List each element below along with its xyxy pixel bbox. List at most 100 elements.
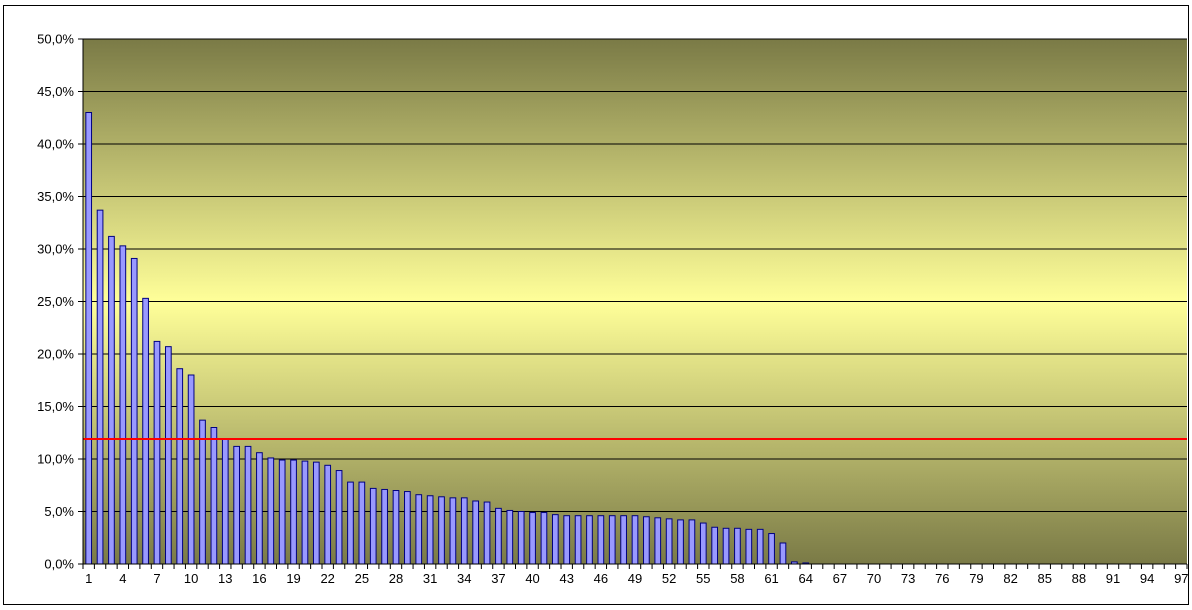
x-tick-label: 91 (1106, 571, 1120, 586)
bar (688, 519, 696, 565)
bar (677, 519, 684, 565)
bar (233, 445, 240, 565)
bar (415, 494, 423, 565)
x-tick-label: 34 (457, 571, 471, 586)
y-tick-label: 50,0% (37, 32, 74, 47)
x-tick-label: 49 (628, 571, 642, 586)
bar (551, 514, 559, 565)
bar (381, 488, 388, 565)
bar (779, 542, 787, 565)
bar (108, 235, 115, 565)
x-tick-label: 52 (662, 571, 676, 586)
y-tick-label: 10,0% (37, 452, 74, 467)
bar (335, 470, 343, 565)
y-tick-labels: 0,0% 5,0% 10,0% 15,0% 20,0% 25,0% 30,0% 35,0% 40… (37, 32, 74, 572)
x-tick-label: 82 (1003, 571, 1017, 586)
bar (699, 522, 707, 565)
bar (608, 515, 616, 565)
bar (768, 533, 775, 565)
y-tick-label: 5,0% (44, 504, 74, 519)
x-tick-label: 70 (867, 571, 881, 586)
bar (460, 497, 468, 565)
x-tick-label: 97 (1174, 571, 1188, 586)
bar (244, 445, 252, 565)
bar (631, 515, 639, 565)
x-tick-label: 13 (218, 571, 232, 586)
bar (301, 460, 309, 565)
bar (540, 512, 548, 565)
bar (643, 516, 650, 565)
x-tick-label: 19 (286, 571, 300, 586)
y-tick-label: 35,0% (37, 189, 74, 204)
bar (495, 507, 502, 565)
bar (130, 257, 138, 565)
y-tick-label: 20,0% (37, 347, 74, 362)
bar (369, 487, 377, 565)
y-tick-label: 15,0% (37, 399, 74, 414)
bar (256, 452, 263, 565)
y-tick-label: 30,0% (37, 242, 74, 257)
x-tick-label: 46 (594, 571, 608, 586)
axes (78, 38, 1188, 569)
x-tick-label: 55 (696, 571, 710, 586)
bar (392, 490, 400, 565)
bar (517, 511, 525, 565)
bar (472, 500, 480, 565)
bar (165, 346, 172, 565)
bar (199, 419, 206, 565)
bar (734, 527, 741, 565)
x-tick-label: 4 (119, 571, 126, 586)
x-tick-label: 73 (901, 571, 915, 586)
bar (278, 459, 286, 565)
x-tick-label: 79 (969, 571, 983, 586)
x-tick-label: 16 (252, 571, 266, 586)
x-tick-label: 43 (559, 571, 573, 586)
bar (267, 457, 275, 565)
bar (187, 374, 195, 565)
x-tick-label: 10 (184, 571, 198, 586)
bar (654, 517, 662, 565)
x-tick-label: 58 (730, 571, 744, 586)
x-tick-label: 67 (833, 571, 847, 586)
bar (483, 501, 491, 565)
bar (756, 528, 764, 565)
chart-frame: 0,0% 5,0% 10,0% 15,0% 20,0% 25,0% 30,0% 35,0% 40… (3, 5, 1189, 605)
x-tick-label: 76 (935, 571, 949, 586)
bar (290, 459, 297, 565)
bar (586, 515, 593, 565)
x-tick-label: 85 (1037, 571, 1051, 586)
bar (438, 496, 445, 565)
bar (210, 427, 218, 565)
bar (221, 438, 229, 565)
bar (153, 340, 161, 565)
bar (176, 368, 184, 565)
x-tick-label: 61 (764, 571, 778, 586)
bar (665, 518, 673, 565)
x-tick-label: 40 (525, 571, 539, 586)
bar (404, 491, 411, 565)
x-tick-label: 88 (1072, 571, 1086, 586)
x-tick-label: 25 (355, 571, 369, 586)
bar (449, 497, 457, 565)
bar (711, 526, 719, 565)
y-tick-label: 0,0% (44, 557, 74, 572)
bar (324, 464, 332, 565)
bar (312, 461, 320, 565)
bar (597, 515, 605, 565)
bar (119, 245, 127, 565)
bar (358, 481, 366, 565)
bar (620, 515, 627, 565)
bar (563, 515, 571, 565)
x-tick-label: 64 (798, 571, 812, 586)
x-tick-label: 37 (491, 571, 505, 586)
y-tick-label: 25,0% (37, 294, 74, 309)
bar (142, 297, 149, 565)
bar (529, 512, 536, 565)
bar (426, 495, 434, 565)
bar (574, 515, 582, 565)
x-tick-label: 28 (389, 571, 403, 586)
gridlines (83, 38, 1187, 512)
bar (347, 481, 354, 565)
x-tick-label: 1 (85, 571, 92, 586)
x-tick-label: 22 (320, 571, 334, 586)
